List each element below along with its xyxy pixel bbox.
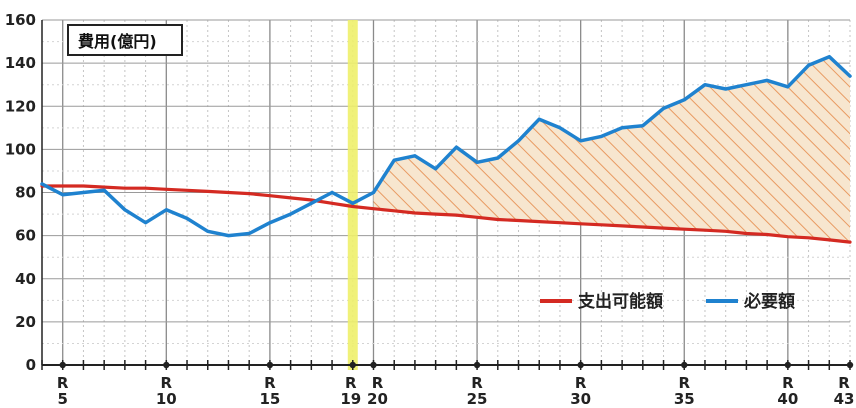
x-tick-label: 40 xyxy=(777,390,798,408)
shortfall-area xyxy=(373,56,850,243)
y-tick-label: 0 xyxy=(26,356,36,374)
x-tick-era: R xyxy=(575,374,587,392)
x-tick-label: 5 xyxy=(57,390,67,408)
x-tick-label: 43 xyxy=(834,390,855,408)
x-tick-label: 20 xyxy=(367,390,388,408)
x-tick-label: 10 xyxy=(156,390,177,408)
series-line-required xyxy=(40,54,852,238)
x-tick-era: R xyxy=(161,374,173,392)
highlight-band xyxy=(347,20,358,370)
x-tick-dot xyxy=(163,361,170,369)
x-tick-dot xyxy=(370,361,377,369)
y-tick-label: 40 xyxy=(15,270,36,288)
y-tick-label: 100 xyxy=(5,140,36,158)
y-tick-label: 80 xyxy=(15,184,36,202)
x-tick-label: 30 xyxy=(570,390,591,408)
y-tick-label: 140 xyxy=(5,54,36,72)
series-line-spendable xyxy=(40,184,852,244)
x-tick-label: 35 xyxy=(674,390,695,408)
x-tick-dot xyxy=(473,361,481,369)
highlight-band-r19 xyxy=(347,20,358,370)
unit-label: 費用(億円) xyxy=(78,32,157,51)
x-tick-dot xyxy=(266,361,274,369)
x-tick-label: 25 xyxy=(467,390,488,408)
x-tick-era: R xyxy=(678,374,690,392)
x-tick-dot xyxy=(59,361,66,369)
y-tick-label: 20 xyxy=(15,313,36,331)
x-tick-dot xyxy=(349,361,356,369)
x-tick-era: R xyxy=(471,374,483,392)
x-tick-label: 15 xyxy=(259,390,280,408)
axes xyxy=(41,20,854,370)
x-tick-era: R xyxy=(345,374,357,392)
x-tick-dot xyxy=(846,361,854,369)
x-tick-dot xyxy=(681,361,688,369)
legend: 支出可能額 必要額 xyxy=(540,291,795,312)
y-tick-label: 120 xyxy=(5,97,36,115)
x-tick-era: R xyxy=(782,374,794,392)
x-tick-era: R xyxy=(838,374,850,392)
y-tick-label: 60 xyxy=(15,227,36,245)
shortfall-hatch xyxy=(373,56,850,243)
tick-labels: 020406080100120140160R5R10R15R19R20R25R3… xyxy=(5,11,855,408)
x-tick-era: R xyxy=(57,374,69,392)
legend-label: 必要額 xyxy=(743,291,795,312)
series-lines xyxy=(40,54,852,244)
x-tick-era: R xyxy=(372,374,384,392)
x-tick-dot xyxy=(784,361,792,369)
legend-label: 支出可能額 xyxy=(578,291,663,312)
x-tick-label: 19 xyxy=(340,390,361,408)
x-tick-era: R xyxy=(264,374,276,392)
y-tick-label: 160 xyxy=(5,11,36,29)
x-tick-dot xyxy=(577,361,584,369)
unit-label-box: 費用(億円) xyxy=(67,24,183,56)
